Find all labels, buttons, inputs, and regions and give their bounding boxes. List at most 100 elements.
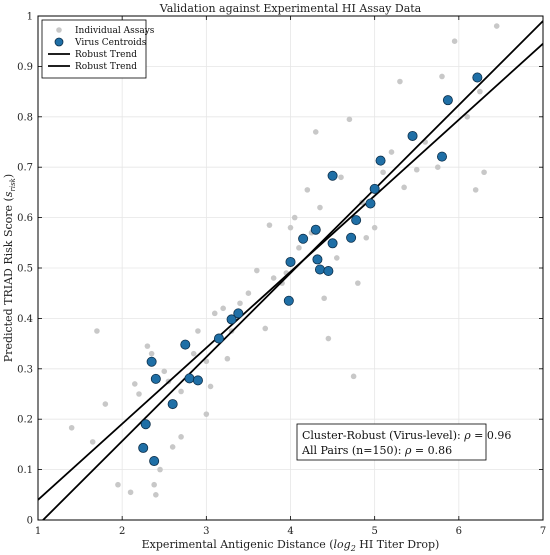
individual-assays-layer — [68, 23, 500, 498]
assay-point — [397, 78, 403, 85]
assay-point — [312, 129, 319, 135]
centroid-point — [184, 373, 195, 384]
y-axis-label: Predicted TRIAD Risk Score (srisk) — [2, 174, 17, 362]
centroid-point — [149, 456, 160, 467]
x-tick-label: 7 — [540, 526, 546, 537]
centroid-point — [180, 339, 191, 350]
centroid-point — [140, 419, 151, 430]
y-tick-label: 0.6 — [17, 213, 33, 224]
x-tick-label: 2 — [119, 526, 125, 537]
robust-trend-line — [41, 20, 543, 520]
assay-point — [477, 88, 483, 95]
annotation-line2-prefix: All Pairs (n=150): — [301, 444, 405, 457]
assay-point — [195, 328, 201, 334]
centroid-point — [298, 233, 309, 244]
assay-point — [346, 116, 353, 123]
assay-point — [464, 114, 471, 120]
assay-point — [153, 492, 159, 498]
assay-point — [291, 214, 298, 221]
centroid-point — [327, 170, 338, 181]
assay-point — [434, 164, 441, 170]
y-axis-label-math: s — [2, 191, 15, 197]
y-axis-label-main: Predicted TRIAD Risk Score ( — [2, 197, 15, 362]
assay-point — [413, 166, 420, 173]
legend: Individual Assays Virus Centroids Robust T… — [41, 19, 155, 79]
y-axis-label-tail: ) — [2, 174, 15, 178]
centroid-point — [407, 130, 418, 141]
legend-label: Virus Centroids — [74, 38, 147, 48]
assay-point — [144, 343, 151, 349]
assay-point — [89, 439, 96, 445]
assay-point — [115, 481, 121, 488]
assay-point — [190, 350, 197, 357]
assay-point — [169, 444, 176, 450]
legend-label: Robust Trend — [75, 50, 137, 60]
centroid-point — [150, 373, 161, 384]
assay-point — [355, 280, 361, 286]
x-axis-label: Experimental Antigenic Distance (log2 HI… — [142, 538, 440, 553]
assay-point — [481, 169, 487, 176]
centroid-point — [213, 333, 224, 344]
assay-point — [211, 310, 218, 317]
centroid-point — [323, 266, 334, 277]
annotation-line2-symbol: ρ — [404, 444, 412, 457]
x-tick-label: 1 — [35, 526, 41, 537]
assay-point — [94, 328, 100, 334]
y-tick-label: 0 — [27, 516, 33, 527]
centroid-point — [314, 264, 325, 275]
assay-point — [161, 368, 168, 375]
assay-point — [270, 275, 277, 281]
assay-point — [388, 149, 395, 155]
legend-items: Individual Assays Virus Centroids Robust T… — [48, 26, 155, 72]
assay-point — [439, 73, 445, 80]
centroid-point — [146, 356, 157, 367]
centroid-point — [226, 314, 237, 325]
assay-point — [350, 373, 357, 380]
legend-swatch-centroids — [54, 37, 64, 47]
annotation-line1-symbol: ρ — [463, 429, 471, 442]
assay-point — [254, 267, 260, 274]
centroid-point — [138, 442, 149, 453]
annotation-box — [296, 423, 487, 461]
y-tick-label: 0.1 — [17, 465, 33, 476]
centroid-point — [442, 95, 453, 106]
assay-point — [131, 381, 138, 387]
legend-label: Robust Trend — [75, 62, 137, 72]
centroid-point — [472, 72, 483, 83]
centroid-point — [351, 215, 362, 226]
correlation-annotation: Cluster-Robust (Virus-level): ρ = 0.96 A… — [296, 423, 512, 461]
assay-point — [401, 184, 407, 191]
assay-point — [380, 169, 386, 176]
chart-title: Validation against Experimental HI Assay… — [159, 2, 422, 15]
legend-label: Individual Assays — [75, 26, 155, 36]
assay-point — [266, 222, 273, 228]
virus-centroids-layer — [138, 72, 483, 467]
y-axis-label-sub: risk — [9, 178, 17, 191]
x-axis-label-math: log — [334, 538, 351, 551]
centroid-point — [346, 232, 357, 243]
annotation-line1-value: = 0.96 — [471, 429, 512, 442]
y-tick-label: 1 — [27, 12, 33, 23]
assay-point — [220, 305, 226, 312]
assay-point — [493, 23, 500, 29]
annotation-line2-value: = 0.86 — [411, 444, 452, 457]
x-axis-label-main: Experimental Antigenic Distance ( — [142, 538, 334, 551]
trend-lines-layer — [38, 20, 543, 520]
centroid-point — [167, 399, 178, 410]
y-tick-label: 0.8 — [17, 112, 33, 123]
assay-point — [317, 204, 323, 211]
assay-point — [224, 355, 231, 362]
centroid-point — [192, 375, 203, 386]
x-axis-label-sub: 2 — [350, 544, 356, 553]
y-tick-label: 0.2 — [17, 415, 33, 426]
assay-point — [203, 358, 210, 365]
y-tick-label: 0.9 — [17, 62, 33, 73]
assay-point — [287, 224, 294, 231]
assay-point — [127, 489, 134, 496]
assay-point — [245, 290, 252, 297]
centroid-point — [233, 308, 244, 319]
x-tick-label: 5 — [371, 526, 377, 537]
assay-point — [472, 187, 479, 193]
